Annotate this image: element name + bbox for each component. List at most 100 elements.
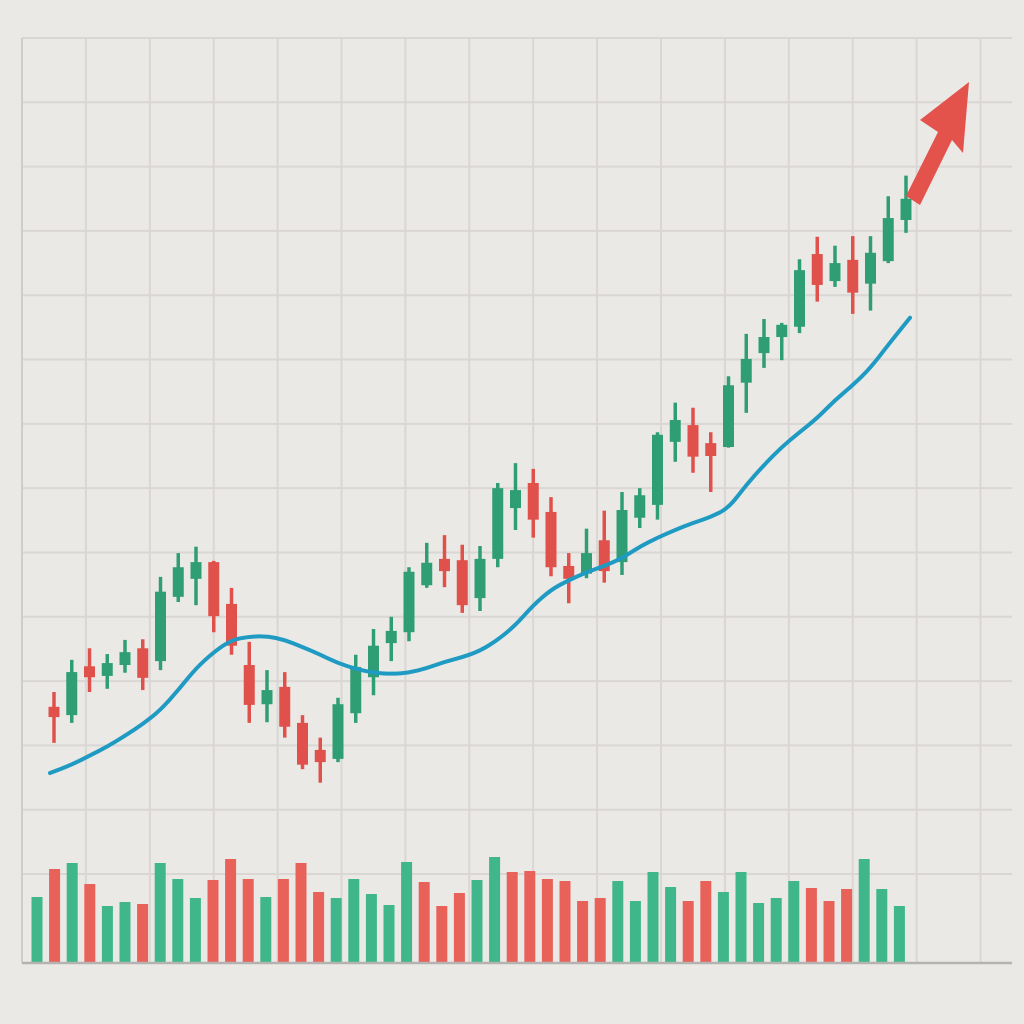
candle-body — [261, 690, 273, 705]
candle — [137, 639, 149, 691]
candle-body — [279, 686, 291, 727]
candle-body — [598, 540, 610, 572]
candle-body — [847, 259, 859, 293]
volume-bar — [489, 857, 501, 963]
volume-bar — [207, 880, 219, 963]
candle — [723, 376, 734, 448]
volume-bar — [31, 897, 43, 963]
candle — [208, 560, 220, 633]
volume-bar — [137, 904, 149, 963]
candle-body — [403, 571, 415, 633]
candle — [172, 553, 184, 602]
candle — [794, 259, 805, 334]
candle — [368, 628, 379, 696]
volume-bar — [665, 887, 677, 963]
candle — [865, 236, 876, 311]
moving-average-line — [48, 315, 912, 776]
volume-bar — [453, 893, 465, 963]
candle — [829, 245, 841, 287]
candle-body — [208, 562, 220, 617]
candle-body — [297, 722, 308, 765]
candle — [545, 497, 557, 577]
volume-bar — [225, 859, 237, 963]
volume-bar — [189, 898, 201, 963]
candle-body — [510, 490, 521, 509]
candle-body — [243, 665, 255, 705]
candle — [581, 528, 592, 579]
volume-bar — [313, 892, 325, 963]
volume-bar — [418, 882, 430, 963]
volume-bar — [84, 884, 96, 963]
candle-body — [332, 704, 344, 759]
candle-body — [616, 510, 628, 563]
candle-body — [101, 663, 113, 676]
volume-bar — [753, 903, 765, 963]
volume-bar — [559, 881, 571, 963]
candle-body — [137, 648, 149, 678]
volume-bar — [436, 906, 448, 963]
volume-bar — [506, 872, 518, 963]
candle — [385, 616, 397, 662]
candle-body — [581, 553, 592, 574]
volume-bar — [823, 901, 835, 963]
candle-body — [314, 749, 326, 763]
candle-body — [492, 488, 504, 559]
candle-body — [66, 672, 78, 716]
candle — [652, 432, 663, 520]
candle — [190, 546, 202, 606]
volume-bar — [805, 888, 817, 963]
candle — [226, 587, 237, 655]
volume-bar — [717, 892, 729, 963]
candle — [758, 319, 770, 368]
candle-body — [545, 511, 557, 568]
candle-body — [48, 706, 60, 718]
candles — [48, 175, 912, 783]
candle-body — [882, 218, 894, 262]
candle — [811, 236, 823, 302]
volume-bar — [101, 906, 113, 963]
candle-body — [634, 495, 646, 518]
candle — [776, 322, 788, 361]
candle-body — [563, 565, 575, 579]
candle — [279, 672, 291, 738]
volume-bar — [401, 862, 413, 963]
candle — [527, 468, 539, 538]
volume-bar — [295, 863, 307, 963]
candle-body — [740, 358, 752, 383]
candle — [900, 175, 912, 233]
candle — [119, 639, 131, 673]
volume-bar — [735, 872, 747, 963]
volume-bar — [700, 881, 712, 963]
candle — [456, 544, 468, 613]
candle-body — [723, 385, 734, 447]
candle — [705, 432, 717, 493]
candle — [616, 492, 628, 575]
candle — [634, 488, 646, 529]
volume-bar — [541, 879, 553, 963]
volume-bar — [242, 879, 254, 963]
candle-body — [794, 270, 805, 327]
volume-bar — [893, 906, 905, 963]
candle-body — [190, 562, 202, 579]
candle — [492, 483, 504, 568]
candle-body — [172, 567, 184, 597]
candle — [66, 659, 78, 723]
candle — [297, 715, 308, 770]
volume-bar — [770, 898, 782, 963]
volume-bar — [383, 905, 395, 963]
candle — [474, 546, 486, 611]
candle — [101, 654, 113, 689]
candle-body — [350, 666, 362, 714]
candle-body — [385, 630, 397, 644]
candle — [847, 236, 859, 314]
candle — [350, 654, 362, 723]
candle-body — [527, 483, 539, 520]
candle-body — [705, 443, 717, 456]
candle — [332, 697, 344, 763]
volume-bar — [682, 901, 694, 963]
volume-bar — [348, 879, 360, 963]
volume-bar — [629, 901, 641, 963]
volume-bar — [66, 863, 78, 963]
